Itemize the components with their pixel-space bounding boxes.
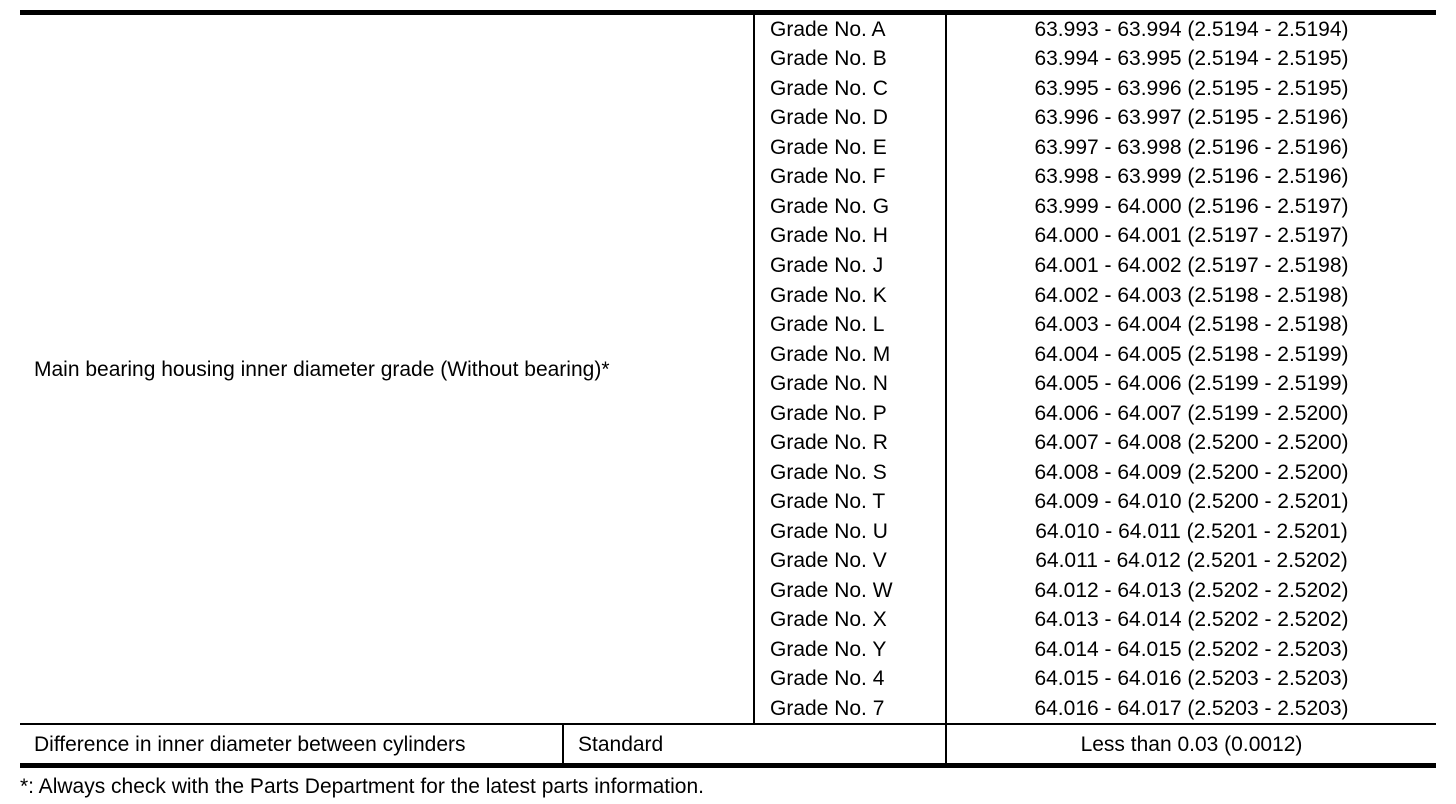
grade-label: Grade No. 4 [770,667,885,691]
grade-value: 63.993 - 63.994 (2.5194 - 2.5194) [1034,17,1349,41]
grade-label: Grade No. L [770,313,885,337]
footnote: *: Always check with the Parts Departmen… [20,775,704,798]
bottom-row-label-cell: Difference in inner diameter between cyl… [34,726,554,763]
grade-label: Grade No. G [770,194,890,218]
grade-label: Grade No. S [770,460,887,484]
grade-label: Grade No. X [770,608,887,632]
grade-value: 64.013 - 64.014 (2.5202 - 2.5202) [1034,608,1349,632]
grade-label: Grade No. A [770,17,886,41]
grade-value: 63.996 - 63.997 (2.5195 - 2.5196) [1034,106,1349,130]
grade-label: Grade No. Y [770,637,887,661]
main-row-label: Main bearing housing inner diameter grad… [34,357,610,381]
grade-value: 63.998 - 63.999 (2.5196 - 2.5196) [1034,165,1349,189]
table-top-border [20,10,1436,15]
grade-value: 64.006 - 64.007 (2.5199 - 2.5200) [1034,401,1349,425]
bottom-row-condition: Standard [578,732,664,756]
grade-value: 64.007 - 64.008 (2.5200 - 2.5200) [1034,431,1349,455]
grade-value: 64.015 - 64.016 (2.5203 - 2.5203) [1034,667,1349,691]
grade-value: 63.999 - 64.000 (2.5196 - 2.5197) [1034,194,1349,218]
grade-label: Grade No. E [770,135,887,159]
grade-label: Grade No. D [770,106,888,130]
grade-value: 64.016 - 64.017 (2.5203 - 2.5203) [1034,696,1349,720]
grade-value-list: 63.993 - 63.994 (2.5194 - 2.5194) 63.994 … [947,15,1436,724]
grade-label: Grade No. T [770,490,886,514]
row-divider-line [20,723,1436,725]
bottom-row-value: Less than 0.03 (0.0012) [1080,732,1303,756]
grade-value: 63.997 - 63.998 (2.5196 - 2.5196) [1034,135,1349,159]
grade-value: 64.009 - 64.010 (2.5200 - 2.5201) [1034,490,1349,514]
bottom-row-value-cell: Less than 0.03 (0.0012) [947,726,1436,763]
grade-list: Grade No. A Grade No. B Grade No. C Grade N… [756,15,945,724]
grade-value: 64.004 - 64.005 (2.5198 - 2.5199) [1034,342,1349,366]
bottom-row-label: Difference in inner diameter between cyl… [34,732,466,756]
table-bottom-border [20,763,1436,768]
bottom-row-condition-cell: Standard [578,726,938,763]
grade-label: Grade No. H [770,224,888,248]
main-row-column-divider-1 [753,15,755,723]
grade-label: Grade No. B [770,47,887,71]
grade-value: 63.995 - 63.996 (2.5195 - 2.5195) [1034,76,1349,100]
grade-value: 63.994 - 63.995 (2.5194 - 2.5195) [1034,47,1349,71]
grade-label: Grade No. R [770,431,888,455]
grade-value: 64.005 - 64.006 (2.5199 - 2.5199) [1034,372,1349,396]
grade-value: 64.014 - 64.015 (2.5202 - 2.5203) [1034,637,1349,661]
grade-label: Grade No. C [770,76,888,100]
grade-value: 64.012 - 64.013 (2.5202 - 2.5202) [1034,578,1349,602]
grade-value: 64.000 - 64.001 (2.5197 - 2.5197) [1034,224,1349,248]
grade-value: 64.008 - 64.009 (2.5200 - 2.5200) [1034,460,1349,484]
main-row-label-cell: Main bearing housing inner diameter grad… [34,15,734,724]
grade-value: 64.002 - 64.003 (2.5198 - 2.5198) [1034,283,1349,307]
grade-label: Grade No. M [770,342,891,366]
column-divider-2 [945,15,947,763]
grade-label: Grade No. N [770,372,888,396]
grade-label: Grade No. U [770,519,888,543]
bottom-row-column-divider [562,723,564,763]
grade-value: 64.001 - 64.002 (2.5197 - 2.5198) [1034,254,1349,278]
grade-label: Grade No. 7 [770,696,885,720]
grade-value: 64.003 - 64.004 (2.5198 - 2.5198) [1034,313,1349,337]
grade-value: 64.011 - 64.012 (2.5201 - 2.5202) [1035,549,1348,573]
grade-label: Grade No. J [770,254,884,278]
grade-label: Grade No. F [770,165,886,189]
grade-label: Grade No. V [770,549,887,573]
grade-label: Grade No. K [770,283,887,307]
grade-value: 64.010 - 64.011 (2.5201 - 2.5201) [1035,519,1348,543]
grade-label: Grade No. P [770,401,887,425]
grade-label: Grade No. W [770,578,893,602]
